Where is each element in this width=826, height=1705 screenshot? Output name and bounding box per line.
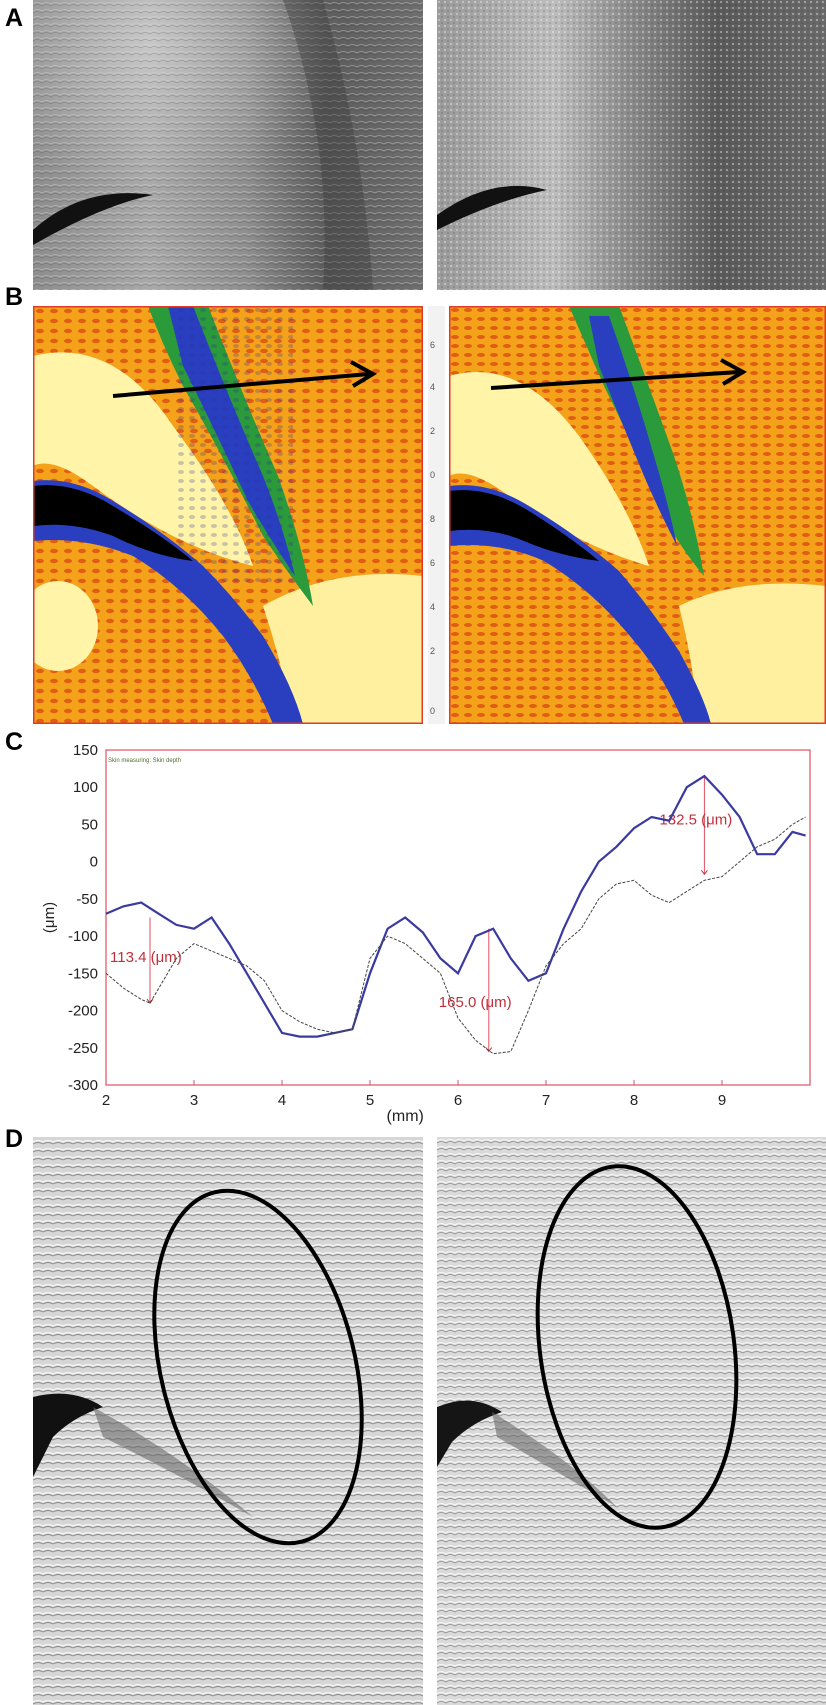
scale-tick: 2 — [430, 426, 436, 436]
scale-tick: 6 — [430, 340, 436, 350]
annotation-label: 113.4 (μm) — [110, 949, 182, 966]
panel-label-c: C — [5, 728, 24, 756]
x-tick-label: 7 — [542, 1092, 550, 1109]
scale-tick: 4 — [430, 602, 436, 612]
scale-tick: 0 — [430, 706, 436, 716]
x-tick-label: 3 — [190, 1092, 198, 1109]
scale-tick: 8 — [430, 514, 436, 524]
y-tick-label: -300 — [68, 1077, 98, 1094]
roi-ellipse — [535, 1164, 739, 1530]
x-tick-label: 5 — [366, 1092, 374, 1109]
y-axis-label: (μm) — [41, 902, 58, 933]
annotations: 113.4 (μm) 165.0 (μm) 132.5 (μm) — [110, 776, 732, 1053]
y-tick-label: -100 — [68, 928, 98, 945]
panel-label-a: A — [5, 4, 24, 32]
panel-a-left-photo — [33, 0, 423, 290]
x-tick-label: 4 — [278, 1092, 286, 1109]
panel-b-left-depthmap — [33, 306, 423, 724]
panel-b-right-depthmap — [449, 306, 826, 724]
profile-chart: Skin measuring: Skin depth 150 100 50 0 -50 -… — [41, 742, 811, 1125]
y-tick-label: 100 — [73, 779, 98, 796]
panel-label-b: B — [5, 283, 24, 311]
y-axis-ticks: 150 100 50 0 -50 -100 -150 -200 -250 -300 — [68, 742, 98, 1094]
y-tick-label: -200 — [68, 1003, 98, 1020]
x-tick-label: 8 — [630, 1092, 638, 1109]
y-tick-label: 0 — [90, 854, 98, 871]
y-tick-label: -250 — [68, 1040, 98, 1057]
panel-b-scale-strip: 6 4 2 0 8 6 4 2 0 — [428, 306, 445, 724]
x-tick-label: 9 — [718, 1092, 726, 1109]
panel-d-right-relief — [437, 1137, 826, 1705]
annotation-marker — [701, 870, 708, 876]
annotation-label: 165.0 (μm) — [439, 994, 512, 1011]
y-tick-label: 150 — [73, 742, 98, 759]
scale-tick: 0 — [430, 470, 436, 480]
panel-a-right-photo — [437, 0, 826, 290]
plot-area — [105, 749, 811, 1086]
scale-tick: 2 — [430, 646, 436, 656]
x-axis-label: (mm) — [387, 1108, 424, 1125]
annotation-label: 132.5 (μm) — [659, 811, 732, 828]
scale-tick: 4 — [430, 382, 436, 392]
legend-note: Skin measuring: Skin depth — [108, 758, 181, 764]
y-tick-label: 50 — [81, 816, 98, 833]
series-line-1 — [105, 774, 806, 1038]
scale-tick: 6 — [430, 558, 436, 568]
y-tick-label: -150 — [68, 965, 98, 982]
panel-label-d: D — [5, 1125, 24, 1153]
panel-d-left-relief — [33, 1137, 423, 1705]
series-group — [105, 774, 806, 1055]
series-line-2 — [105, 816, 806, 1055]
x-tick-label: 6 — [454, 1092, 462, 1109]
x-axis-ticks: 2 3 4 5 6 7 8 9 — [102, 1080, 726, 1109]
x-tick-label: 2 — [102, 1092, 110, 1109]
y-tick-label: -50 — [76, 891, 98, 908]
roi-ellipse — [152, 1188, 364, 1546]
